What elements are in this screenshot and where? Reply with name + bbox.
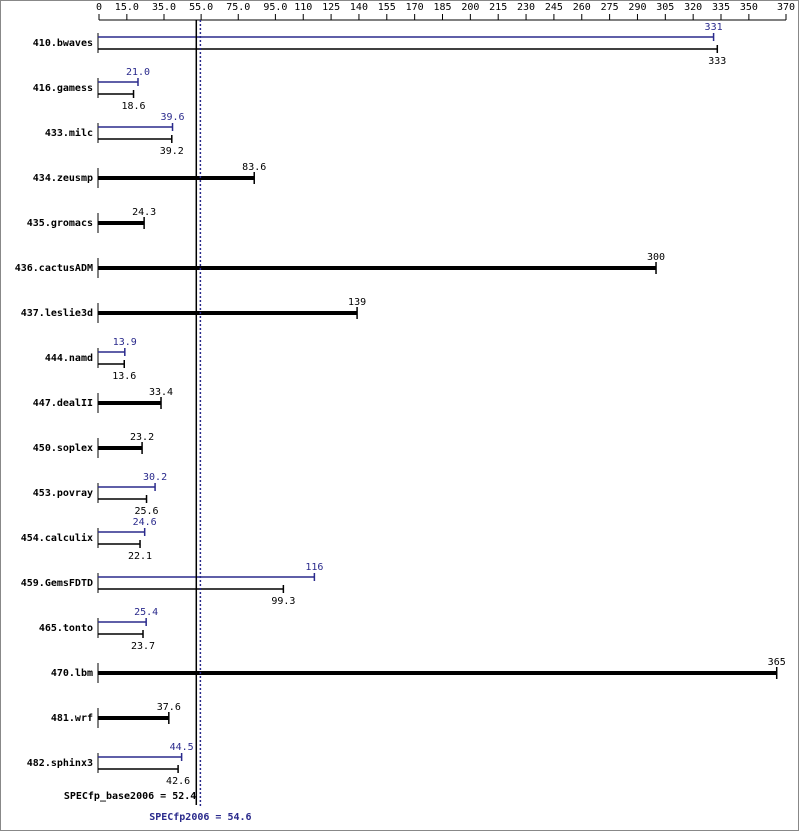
base-label: 300 bbox=[647, 252, 665, 263]
peak-label: 331 bbox=[705, 22, 723, 33]
benchmark-label: 444.namd bbox=[45, 353, 93, 364]
base-label: 365 bbox=[768, 657, 786, 668]
benchmark-label: 454.calculix bbox=[21, 532, 93, 544]
x-tick-label: 140 bbox=[350, 2, 368, 13]
x-tick-label: 200 bbox=[461, 2, 479, 13]
benchmark-label: 482.sphinx3 bbox=[27, 757, 93, 769]
x-tick-label: 185 bbox=[433, 2, 451, 13]
base-label: 39.2 bbox=[160, 146, 184, 157]
benchmark-label: 453.povray bbox=[33, 488, 93, 499]
base-label: 25.6 bbox=[134, 506, 158, 517]
benchmark-label: 437.leslie3d bbox=[21, 307, 93, 319]
x-tick-label: 275 bbox=[601, 2, 619, 13]
benchmark-label: 436.cactusADM bbox=[15, 263, 93, 274]
base-label: 24.3 bbox=[132, 207, 156, 218]
x-tick-label: 125 bbox=[322, 2, 340, 13]
base-label: 333 bbox=[708, 56, 726, 67]
benchmark-label: 481.wrf bbox=[51, 713, 93, 724]
x-tick-label: 290 bbox=[628, 2, 646, 13]
base-mean-label: SPECfp_base2006 = 52.4 bbox=[64, 791, 196, 802]
benchmark-label: 433.milc bbox=[45, 127, 93, 139]
peak-label: 39.6 bbox=[160, 112, 184, 123]
peak-label: 24.6 bbox=[133, 517, 157, 528]
peak-label: 25.4 bbox=[134, 607, 158, 618]
x-tick-label: 370 bbox=[777, 2, 795, 13]
peak-label: 116 bbox=[305, 562, 323, 573]
benchmark-label: 434.zeusmp bbox=[33, 173, 93, 184]
base-label: 42.6 bbox=[166, 776, 190, 787]
peak-label: 30.2 bbox=[143, 472, 167, 483]
peak-label: 13.9 bbox=[113, 337, 137, 348]
base-label: 139 bbox=[348, 297, 366, 308]
x-tick-label: 155 bbox=[378, 2, 396, 13]
base-label: 23.7 bbox=[131, 641, 155, 652]
base-label: 83.6 bbox=[242, 162, 266, 173]
benchmark-label: 416.gamess bbox=[33, 83, 93, 94]
base-label: 22.1 bbox=[128, 551, 152, 562]
x-tick-label: 55.0 bbox=[189, 2, 213, 13]
x-tick-label: 305 bbox=[656, 2, 674, 13]
x-tick-label: 260 bbox=[573, 2, 591, 13]
x-tick-label: 15.0 bbox=[115, 2, 139, 13]
x-tick-label: 110 bbox=[294, 2, 312, 13]
base-label: 18.6 bbox=[121, 101, 145, 112]
benchmark-label: 459.GemsFDTD bbox=[21, 578, 93, 589]
benchmark-label: 450.soplex bbox=[33, 443, 93, 454]
x-tick-label: 215 bbox=[489, 2, 507, 13]
base-label: 33.4 bbox=[149, 387, 173, 398]
x-tick-label: 350 bbox=[740, 2, 758, 13]
benchmark-label: 410.bwaves bbox=[33, 38, 93, 49]
benchmark-label: 465.tonto bbox=[39, 623, 93, 634]
base-label: 99.3 bbox=[271, 596, 295, 607]
x-tick-label: 170 bbox=[406, 2, 424, 13]
peak-mean-label: SPECfp2006 = 54.6 bbox=[149, 812, 251, 823]
x-tick-label: 335 bbox=[712, 2, 730, 13]
x-tick-label: 230 bbox=[517, 2, 535, 13]
x-tick-label: 95.0 bbox=[263, 2, 287, 13]
peak-label: 21.0 bbox=[126, 67, 150, 78]
x-tick-label: 75.0 bbox=[226, 2, 250, 13]
x-tick-label: 0 bbox=[96, 2, 102, 13]
peak-label: 44.5 bbox=[170, 742, 194, 753]
x-tick-label: 245 bbox=[545, 2, 563, 13]
benchmark-label: 447.dealII bbox=[33, 398, 93, 409]
base-label: 37.6 bbox=[157, 702, 181, 713]
x-tick-label: 320 bbox=[684, 2, 702, 13]
benchmark-label: 470.lbm bbox=[51, 668, 93, 679]
base-label: 23.2 bbox=[130, 432, 154, 443]
benchmark-label: 435.gromacs bbox=[27, 218, 93, 229]
base-label: 13.6 bbox=[112, 371, 136, 382]
x-tick-label: 35.0 bbox=[152, 2, 176, 13]
